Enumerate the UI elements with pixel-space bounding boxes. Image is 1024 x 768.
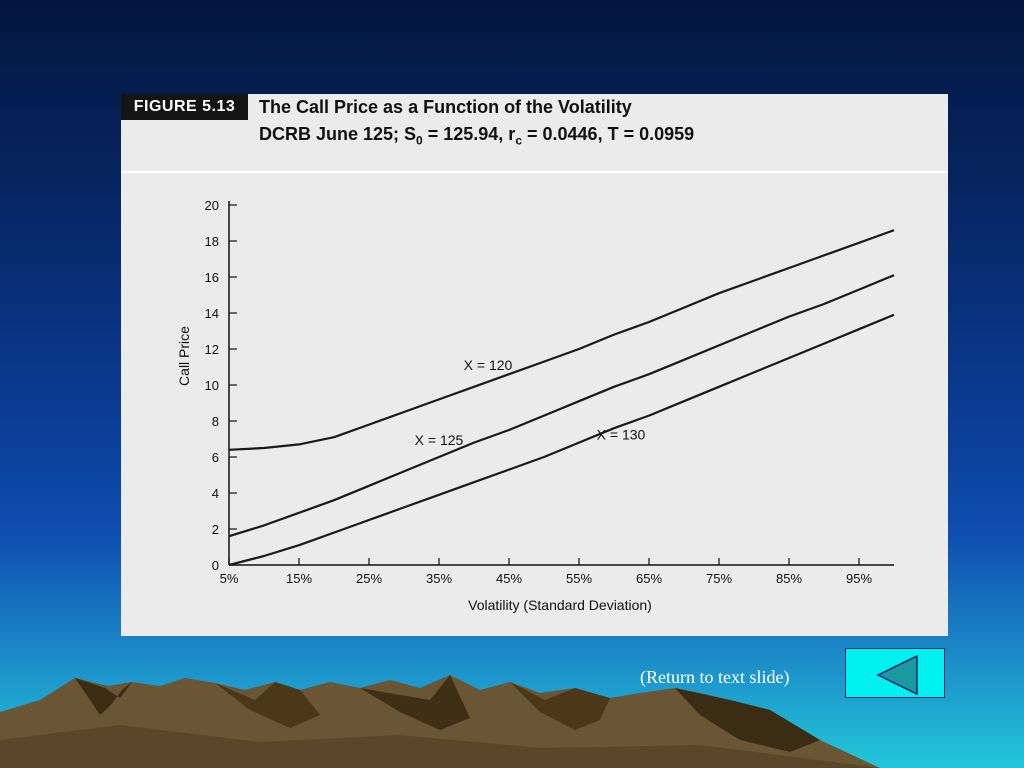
figure-header: FIGURE 5.13 The Call Price as a Function… — [121, 94, 948, 173]
x-tick-label: 15% — [286, 571, 312, 586]
chart-curves — [228, 229, 895, 567]
x-tick-label: 75% — [706, 571, 732, 586]
y-tick-label: 14 — [205, 306, 219, 321]
subtitle-part: = 0.0446, T = 0.0959 — [522, 124, 695, 144]
return-to-text-link[interactable]: (Return to text slide) — [640, 667, 790, 687]
y-tick-label: 8 — [212, 414, 219, 429]
x-axis-label: Volatility (Standard Deviation) — [468, 597, 652, 613]
series-line — [228, 229, 895, 451]
x-tick-label: 95% — [846, 571, 872, 586]
y-tick-label: 12 — [205, 342, 219, 357]
x-tick-label: 45% — [496, 571, 522, 586]
chart-curve-labels: X = 120 X = 125 X = 130 — [415, 357, 646, 448]
x-tick-label: 35% — [426, 571, 452, 586]
y-tick-label: 6 — [212, 450, 219, 465]
figure-title: The Call Price as a Function of the Vola… — [259, 97, 632, 117]
y-tick-label: 16 — [205, 270, 219, 285]
x-tick-label: 85% — [776, 571, 802, 586]
y-tick-label: 4 — [212, 486, 219, 501]
y-axis-label: Call Price — [176, 326, 192, 386]
y-tick-label: 10 — [205, 378, 219, 393]
y-tick-label: 18 — [205, 234, 219, 249]
chart-axes: 0 2 4 6 8 10 12 14 16 18 20 5% 15% 25% 35% 45% 55% 65% 75%… — [205, 198, 894, 586]
subtitle-subscript: c — [515, 133, 522, 148]
subtitle-part: = 125.94, r — [422, 124, 516, 144]
series-label: X = 130 — [597, 427, 646, 443]
figure-number: FIGURE 5.13 — [121, 94, 248, 120]
x-tick-label: 25% — [356, 571, 382, 586]
header-divider — [121, 171, 948, 173]
y-tick-label: 0 — [212, 558, 219, 573]
back-button[interactable] — [845, 648, 945, 698]
series-label: X = 125 — [415, 432, 464, 448]
left-triangle-icon — [876, 654, 918, 696]
subtitle-part: DCRB June 125; S — [259, 124, 417, 144]
x-tick-label: 5% — [220, 571, 239, 586]
subtitle-subscript: 0 — [416, 133, 423, 148]
series-label: X = 120 — [464, 357, 513, 373]
y-tick-label: 2 — [212, 522, 219, 537]
x-tick-label: 65% — [636, 571, 662, 586]
y-tick-label: 20 — [205, 198, 219, 213]
series-line — [228, 313, 895, 567]
call-price-chart: 0 2 4 6 8 10 12 14 16 18 20 5% 15% 25% 35% 45% 55% 65% 75%… — [176, 198, 895, 613]
figure-panel: FIGURE 5.13 The Call Price as a Function… — [121, 94, 948, 636]
series-line — [228, 274, 895, 538]
figure-subtitle: DCRB June 125; S0 = 125.94, rc = 0.0446,… — [259, 124, 694, 148]
x-tick-label: 55% — [566, 571, 592, 586]
